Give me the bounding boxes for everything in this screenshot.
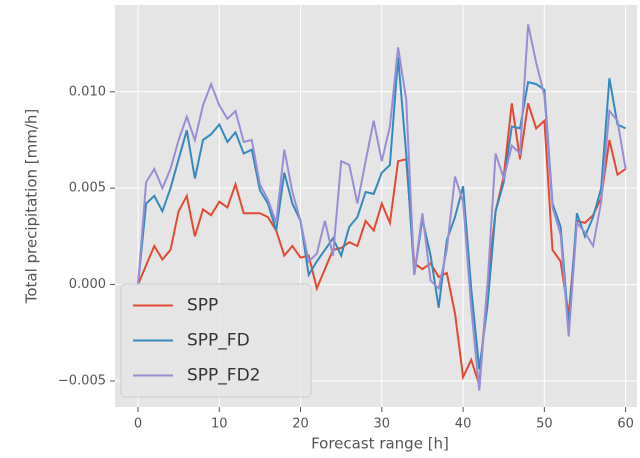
x-tick-label: 50 xyxy=(536,417,553,432)
y-tick-label: 0.005 xyxy=(69,181,106,196)
x-tick-label: 0 xyxy=(134,417,142,432)
legend-box xyxy=(120,283,312,398)
x-tick-label: 40 xyxy=(455,417,472,432)
series-line xyxy=(137,57,627,370)
legend-label: SPP xyxy=(187,296,218,316)
legend-label: SPP_FD xyxy=(187,331,250,351)
y-tick-label: 0.010 xyxy=(69,84,106,99)
x-tick-label: 60 xyxy=(617,417,634,432)
legend-label: SPP_FD2 xyxy=(187,366,260,386)
series-line xyxy=(137,102,627,386)
series-line xyxy=(137,24,627,391)
y-tick-label: 0.000 xyxy=(69,277,106,292)
x-tick-label: 20 xyxy=(292,417,309,432)
x-tick-label: 10 xyxy=(211,417,228,432)
y-axis-label: Total precipitation [mm/h] xyxy=(23,109,41,305)
x-axis-label: Forecast range [h] xyxy=(311,435,449,453)
x-tick-label: 30 xyxy=(374,417,391,432)
y-tick-label: −0.005 xyxy=(58,373,106,388)
